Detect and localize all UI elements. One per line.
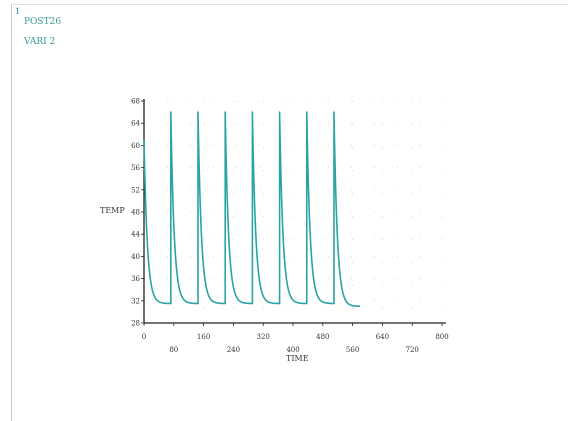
temp-time-chart: 28 32 36 40 44 48 52 56 60 64 68 0 160 320 480 640 800 8… bbox=[100, 98, 449, 364]
x-tick-label: 720 bbox=[406, 346, 419, 354]
y-tick-label: 32 bbox=[131, 297, 140, 305]
x-tick-label: 80 bbox=[169, 346, 178, 354]
y-tick-label: 40 bbox=[131, 253, 140, 261]
x-axis-label: TIME bbox=[286, 354, 309, 363]
y-tick-label: 28 bbox=[131, 320, 140, 328]
x-tick-label: 320 bbox=[257, 333, 270, 341]
y-tick-label: 56 bbox=[131, 164, 140, 172]
x-tick-label: 160 bbox=[197, 333, 210, 341]
plot-window: 1 POST26 VARI 2 28 32 36 40 44 48 52 56 60 64 68 0… bbox=[11, 4, 568, 421]
post-label: POST26 bbox=[24, 17, 62, 27]
x-tick-label: 640 bbox=[376, 333, 389, 341]
y-axis-label: TEMP bbox=[100, 206, 125, 215]
x-tick-label: 800 bbox=[435, 333, 448, 341]
y-tick-label: 52 bbox=[131, 186, 140, 194]
series-line bbox=[143, 111, 361, 308]
y-tick-label: 64 bbox=[131, 120, 140, 128]
y-tick-label: 68 bbox=[131, 98, 140, 106]
x-tick-label: 0 bbox=[142, 333, 146, 341]
x-tick-label: 240 bbox=[227, 346, 240, 354]
x-tick-label: 560 bbox=[346, 346, 359, 354]
y-tick-label: 48 bbox=[131, 209, 140, 217]
y-tick-label: 60 bbox=[131, 142, 140, 150]
x-tick-label: 400 bbox=[286, 346, 299, 354]
var-label: VARI 2 bbox=[24, 37, 56, 47]
y-tick-label: 36 bbox=[131, 275, 140, 283]
x-tick-label: 480 bbox=[316, 333, 329, 341]
y-tick-label: 44 bbox=[131, 231, 140, 239]
window-number: 1 bbox=[15, 7, 21, 16]
